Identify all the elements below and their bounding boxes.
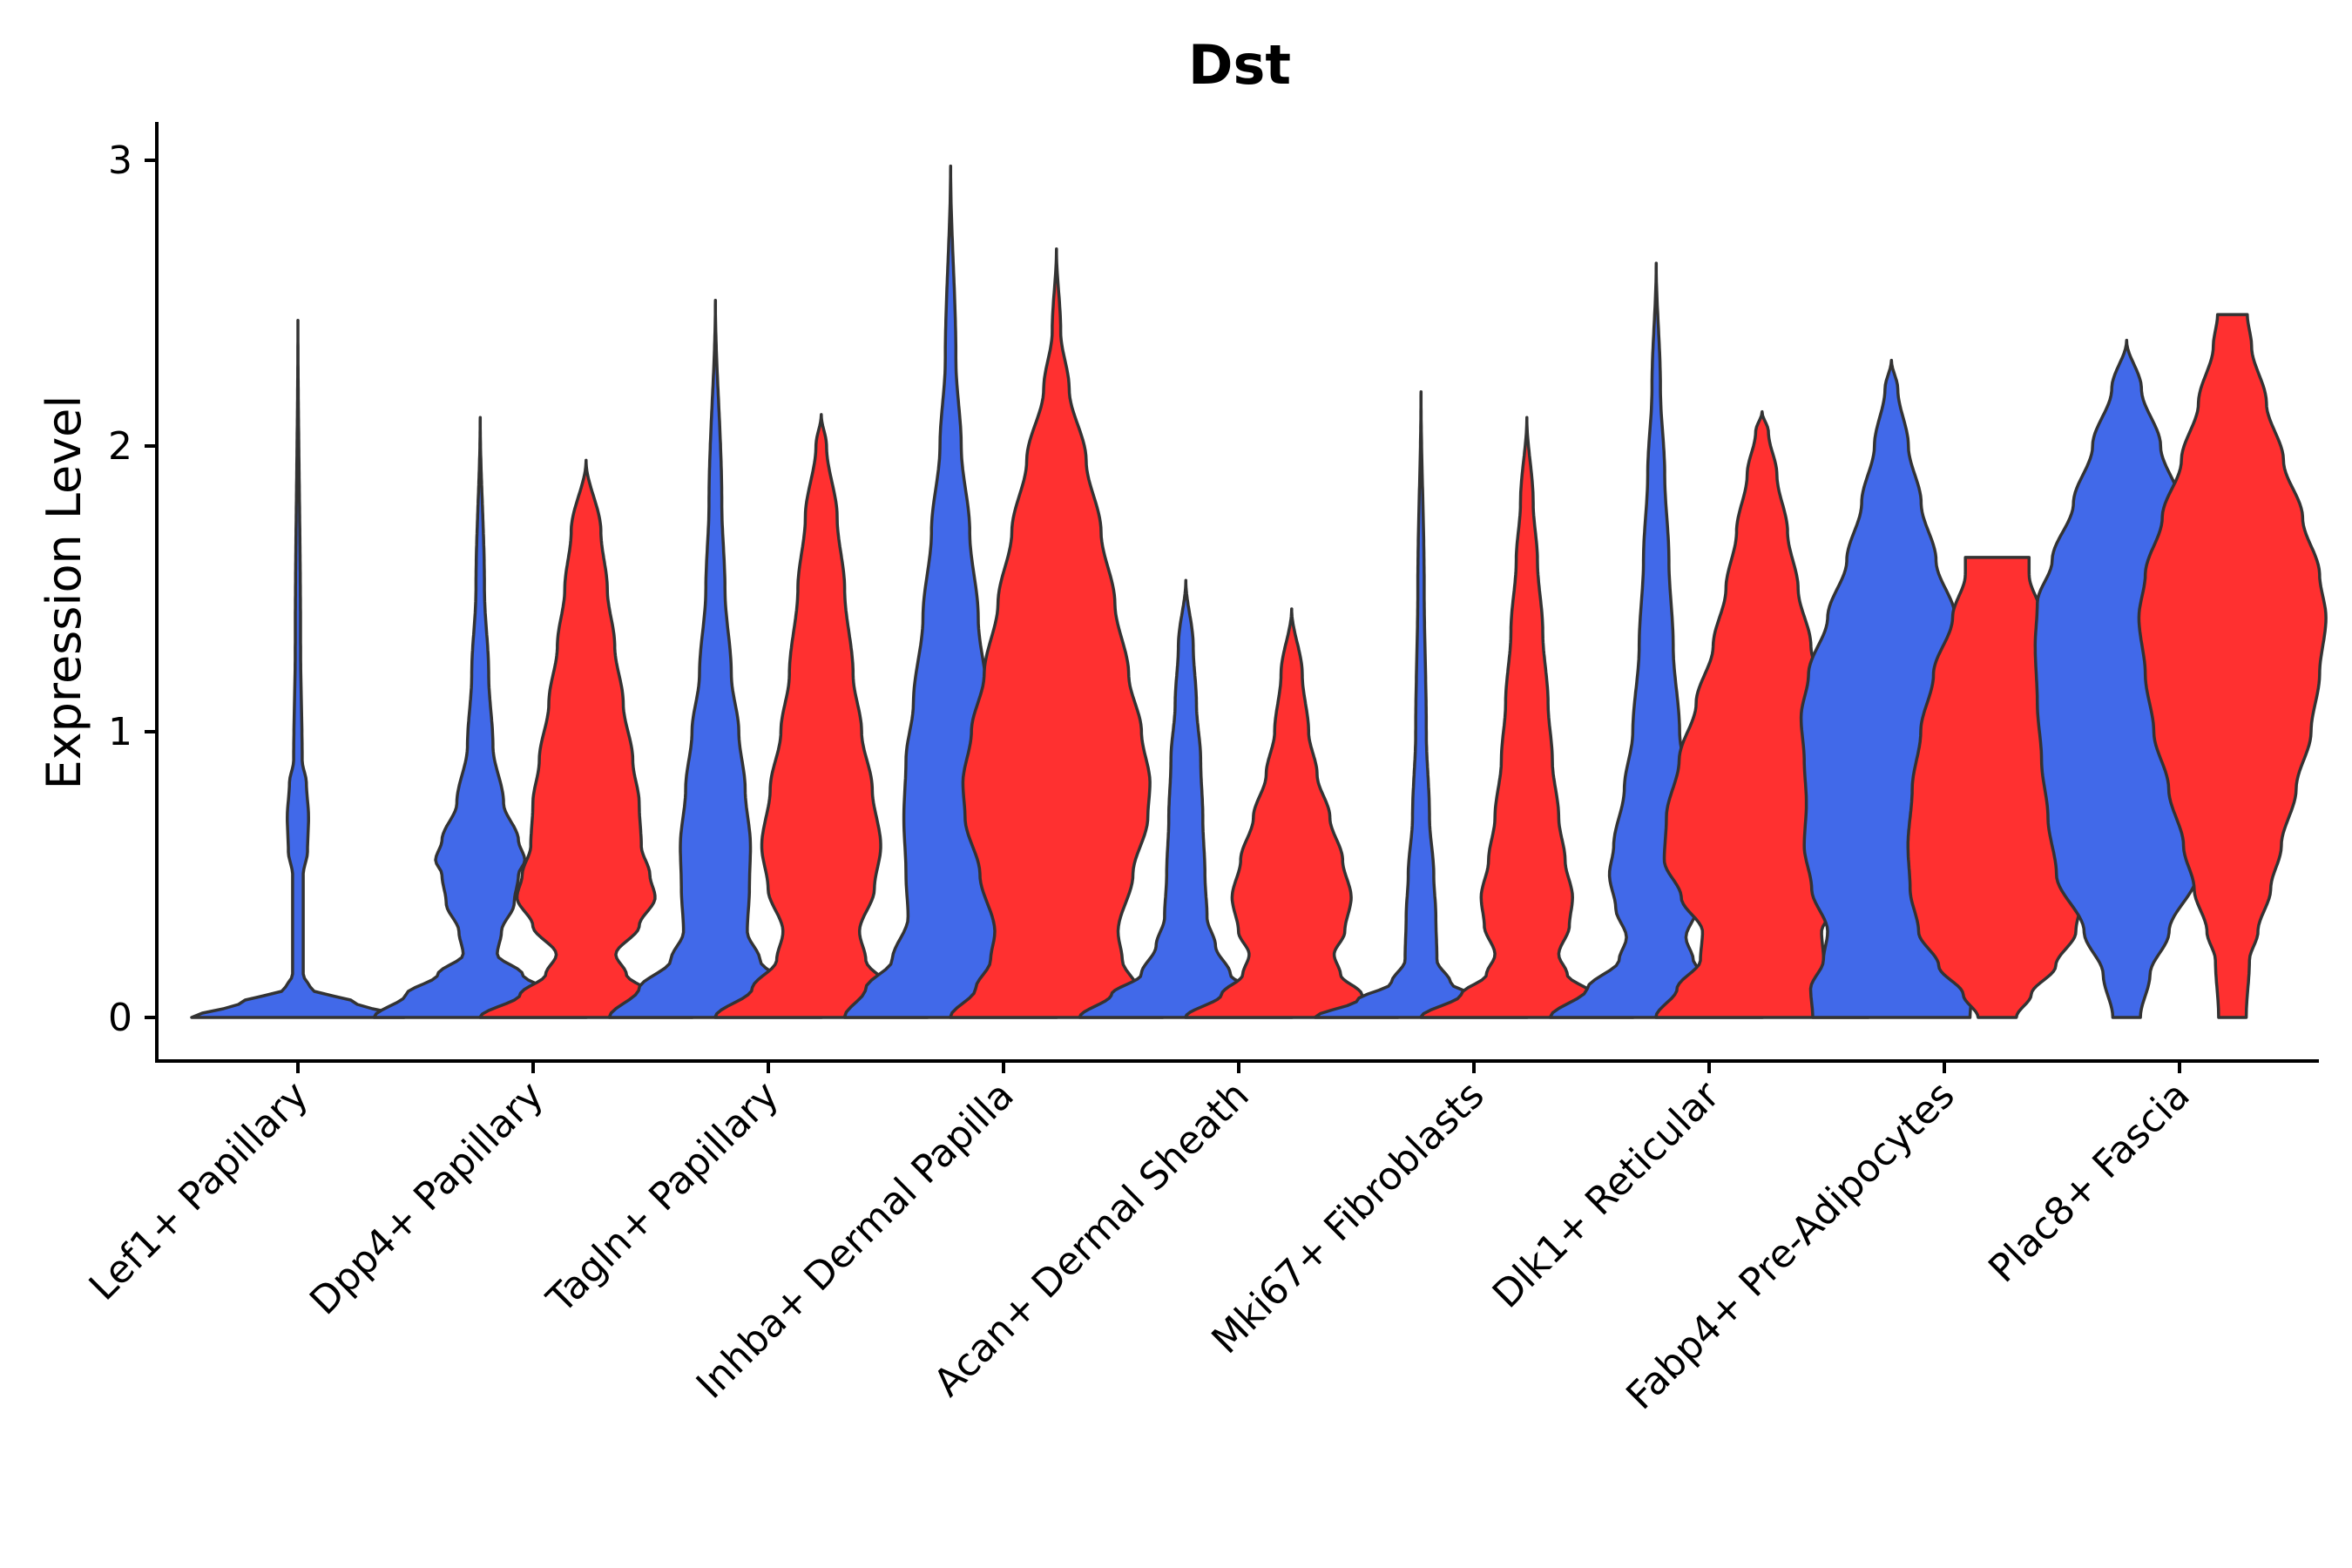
x-tick-label: Dpp4+ Papillary <box>301 1073 552 1324</box>
y-axis-ticks: 0 1 2 3 <box>108 139 157 1040</box>
y-axis-label: Expression Level <box>37 395 91 790</box>
chart-title: Dst <box>1188 33 1291 97</box>
violin-red-3 <box>713 413 929 1019</box>
violin-red-2 <box>478 458 694 1019</box>
violin-red-6 <box>1419 416 1635 1019</box>
x-tick-label: Lef1+ Papillary <box>81 1073 317 1309</box>
violin-blue-1 <box>190 318 406 1019</box>
violin-red-5 <box>1184 607 1400 1019</box>
y-tick-label: 0 <box>108 996 132 1040</box>
violin-blue-6 <box>1313 389 1530 1019</box>
x-tick-label: Mki67+ Fibroblasts <box>1203 1073 1492 1362</box>
violin-layer <box>190 164 2328 1019</box>
violin-blue-5 <box>1078 578 1294 1019</box>
x-tick-label: Dlk1+ Reticular <box>1484 1072 1729 1317</box>
y-tick-label: 1 <box>108 710 132 754</box>
violin-blue-2 <box>372 416 589 1019</box>
violin-red-9 <box>2137 313 2328 1019</box>
x-tick-label: Tagln+ Papillary <box>538 1073 787 1322</box>
y-tick-label: 2 <box>108 424 132 469</box>
violin-blue-3 <box>607 298 824 1019</box>
violin-red-4 <box>949 247 1165 1019</box>
y-tick-label: 3 <box>108 139 132 183</box>
x-tick-label: Plac8+ Fascia <box>1980 1073 2199 1292</box>
